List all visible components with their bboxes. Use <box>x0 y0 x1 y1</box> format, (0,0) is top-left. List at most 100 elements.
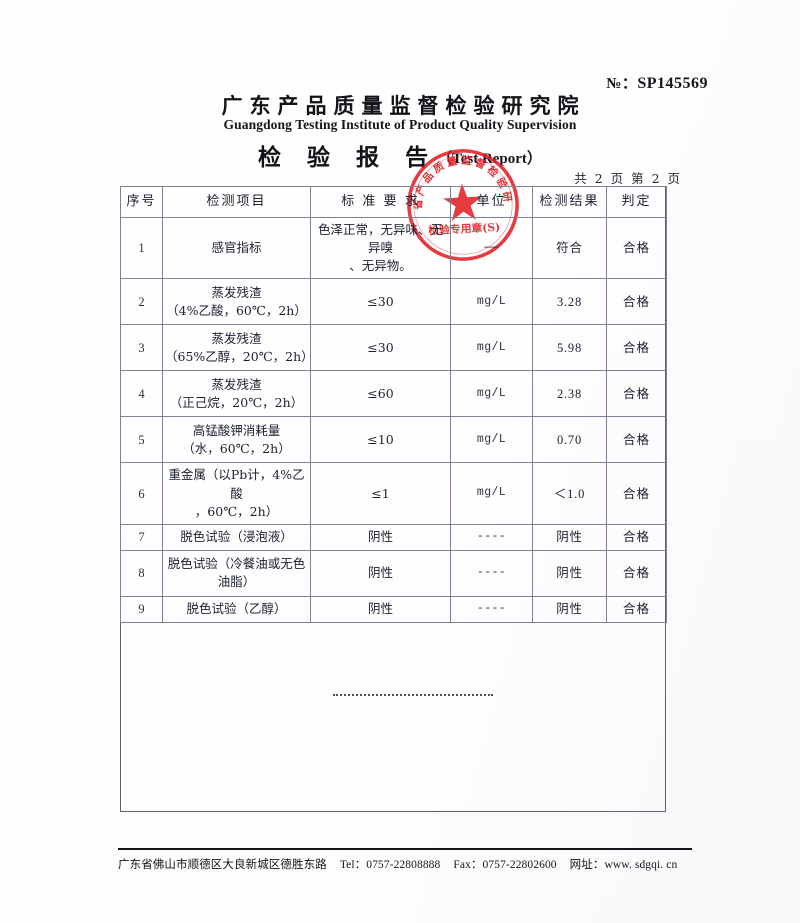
cell-no: 6 <box>120 462 163 525</box>
page-count: 共 2 页 第 2 页 <box>574 171 682 186</box>
table-header-row: 序号 检测项目 标 准 要 求 单位 检测结果 判定 <box>120 186 667 218</box>
column-header-item: 检测项目 <box>162 186 311 218</box>
blank-area-dotted-rule <box>333 694 493 696</box>
table-row: 9 脱色试验（乙醇） 阴性 ---- 阴性 合格 <box>120 595 667 623</box>
document-title-en: （Test Report） <box>437 151 542 167</box>
footer-fax: Fax：0757-22802600 <box>453 859 557 871</box>
cell-standard-line1: 色泽正常，无异味、无异嗅 <box>317 222 443 256</box>
cell-result: ＜1.0 <box>532 462 607 525</box>
cell-result: 0.70 <box>532 416 607 464</box>
cell-standard: 阴性 <box>310 523 451 551</box>
footer-website-label: 网址： <box>569 857 605 871</box>
cell-result: 5.98 <box>532 324 607 372</box>
cell-item-line2: （正己烷，20℃，2h） <box>169 394 304 410</box>
cell-item-line1: 高锰酸钾消耗量 <box>192 422 281 438</box>
cell-standard: 阴性 <box>310 595 451 623</box>
table-row: 5 高锰酸钾消耗量 （水，60℃，2h） ≤10 mg/L 0.70 合格 <box>120 416 667 464</box>
cell-judgement: 合格 <box>606 278 667 326</box>
cell-no: 1 <box>120 216 163 280</box>
cell-judgement: 合格 <box>606 462 667 525</box>
table-row: 6 重金属（以Pb计，4%乙酸 ，60℃，2h） ≤1 mg/L ＜1.0 合格 <box>120 462 667 525</box>
cell-unit: ---- <box>450 549 533 597</box>
cell-item-line1: 重金属（以Pb计，4%乙酸 <box>168 467 305 501</box>
cell-no: 2 <box>120 278 163 326</box>
footer-contact-info: 广东省佛山市顺德区大良新城区德胜东路 Tel：0757-22808888 Fax：0… <box>118 856 702 872</box>
cell-standard: ≤30 <box>310 278 451 326</box>
table-row: 1 感官指标 色泽正常，无异味、无异嗅、无异物。 —— 符合 合格 <box>120 216 667 280</box>
cell-standard: ≤60 <box>310 370 451 418</box>
cell-item-line1: 感官指标 <box>211 240 262 256</box>
footer-divider <box>118 848 692 850</box>
table-row: 4 蒸发残渣 （正己烷，20℃，2h） ≤60 mg/L 2.38 合格 <box>120 370 667 418</box>
cell-item: 重金属（以Pb计，4%乙酸 ，60℃，2h） <box>162 462 311 525</box>
cell-unit: ---- <box>450 595 533 623</box>
cell-item: 脱色试验（乙醇） <box>162 595 311 623</box>
cell-no: 5 <box>120 416 163 464</box>
footer-website: www. sdgqi. cn <box>604 859 678 871</box>
cell-standard: ≤1 <box>310 462 451 525</box>
cell-item: 脱色试验（浸泡液） <box>162 523 311 551</box>
column-header-judgement: 判定 <box>606 186 667 218</box>
cell-judgement: 合格 <box>606 370 667 418</box>
footer-tel: Tel：0757-22808888 <box>339 859 441 871</box>
footer-address: 广东省佛山市顺德区大良新城区德胜东路 <box>118 857 327 871</box>
cell-item: 蒸发残渣 （正己烷，20℃，2h） <box>162 370 311 418</box>
document-title-cn: 检 验 报 告 <box>258 144 438 171</box>
cell-item-line2: （水，60℃，2h） <box>182 440 291 456</box>
table-row: 2 蒸发残渣 （4%乙酸，60℃，2h） ≤30 mg/L 3.28 合格 <box>120 278 667 326</box>
cell-item-line1: 蒸发残渣 <box>211 376 262 392</box>
organization-name-cn: 广东产品质量监督检验研究院 <box>221 93 586 118</box>
cell-standard: ≤30 <box>310 324 451 372</box>
column-header-result: 检测结果 <box>532 186 607 218</box>
table-row: 3 蒸发残渣 （65%乙醇，20℃，2h） ≤30 mg/L 5.98 合格 <box>120 324 667 372</box>
cell-item-line2: 油脂） <box>217 574 256 590</box>
cell-item: 高锰酸钾消耗量 （水，60℃，2h） <box>162 416 311 464</box>
cell-unit: mg/L <box>450 324 533 372</box>
cell-judgement: 合格 <box>606 324 667 372</box>
cell-no: 8 <box>120 549 163 597</box>
cell-result: 阴性 <box>532 549 607 597</box>
cell-item: 感官指标 <box>162 216 311 280</box>
cell-result: 2.38 <box>532 370 607 418</box>
cell-item: 蒸发残渣 （65%乙醇，20℃，2h） <box>162 324 314 372</box>
cell-no: 4 <box>120 370 163 418</box>
cell-unit: ---- <box>450 523 533 551</box>
cell-standard: ≤10 <box>310 416 451 464</box>
cell-standard: 阴性 <box>310 549 451 597</box>
cell-judgement: 合格 <box>606 595 667 623</box>
report-number-value: SP145569 <box>637 75 708 92</box>
cell-unit: —— <box>450 216 533 280</box>
cell-item-line2: （65%乙醇，20℃，2h） <box>165 348 314 364</box>
cell-item-line1: 蒸发残渣 <box>211 330 262 346</box>
cell-unit: mg/L <box>450 416 533 464</box>
cell-result: 阴性 <box>532 595 607 623</box>
cell-judgement: 合格 <box>606 549 667 597</box>
cell-no: 7 <box>120 523 163 551</box>
cell-unit: mg/L <box>450 462 533 525</box>
cell-item-line1: 蒸发残渣 <box>211 284 262 300</box>
cell-item-line2: （4%乙酸，60℃，2h） <box>166 302 307 318</box>
cell-result: 符合 <box>532 216 607 280</box>
cell-result: 阴性 <box>532 523 607 551</box>
cell-judgement: 合格 <box>606 216 667 280</box>
cell-standard: 色泽正常，无异味、无异嗅、无异物。 <box>310 216 451 280</box>
table-row: 7 脱色试验（浸泡液） 阴性 ---- 阴性 合格 <box>120 523 667 551</box>
cell-judgement: 合格 <box>606 523 667 551</box>
organization-name-en: Guangdong Testing Institute of Product Q… <box>223 117 577 132</box>
cell-judgement: 合格 <box>606 416 667 464</box>
column-header-no: 序号 <box>120 186 163 218</box>
document-title: 检 验 报 告（Test Report） <box>0 138 800 172</box>
cell-result: 3.28 <box>532 278 607 326</box>
cell-no: 3 <box>120 324 163 372</box>
report-number: №：SP145569 <box>606 72 708 93</box>
column-header-unit: 单位 <box>450 186 533 218</box>
cell-unit: mg/L <box>450 370 533 418</box>
cell-no: 9 <box>120 595 163 623</box>
cell-standard-line2: 、无异物。 <box>349 258 412 274</box>
cell-item-line1: 脱色试验（冷餐油或无色 <box>167 556 306 572</box>
cell-item: 脱色试验（冷餐油或无色 油脂） <box>162 549 311 597</box>
cell-item-line2: ，60℃，2h） <box>194 503 279 519</box>
cell-unit: mg/L <box>450 278 533 326</box>
cell-item: 蒸发残渣 （4%乙酸，60℃，2h） <box>162 278 311 326</box>
